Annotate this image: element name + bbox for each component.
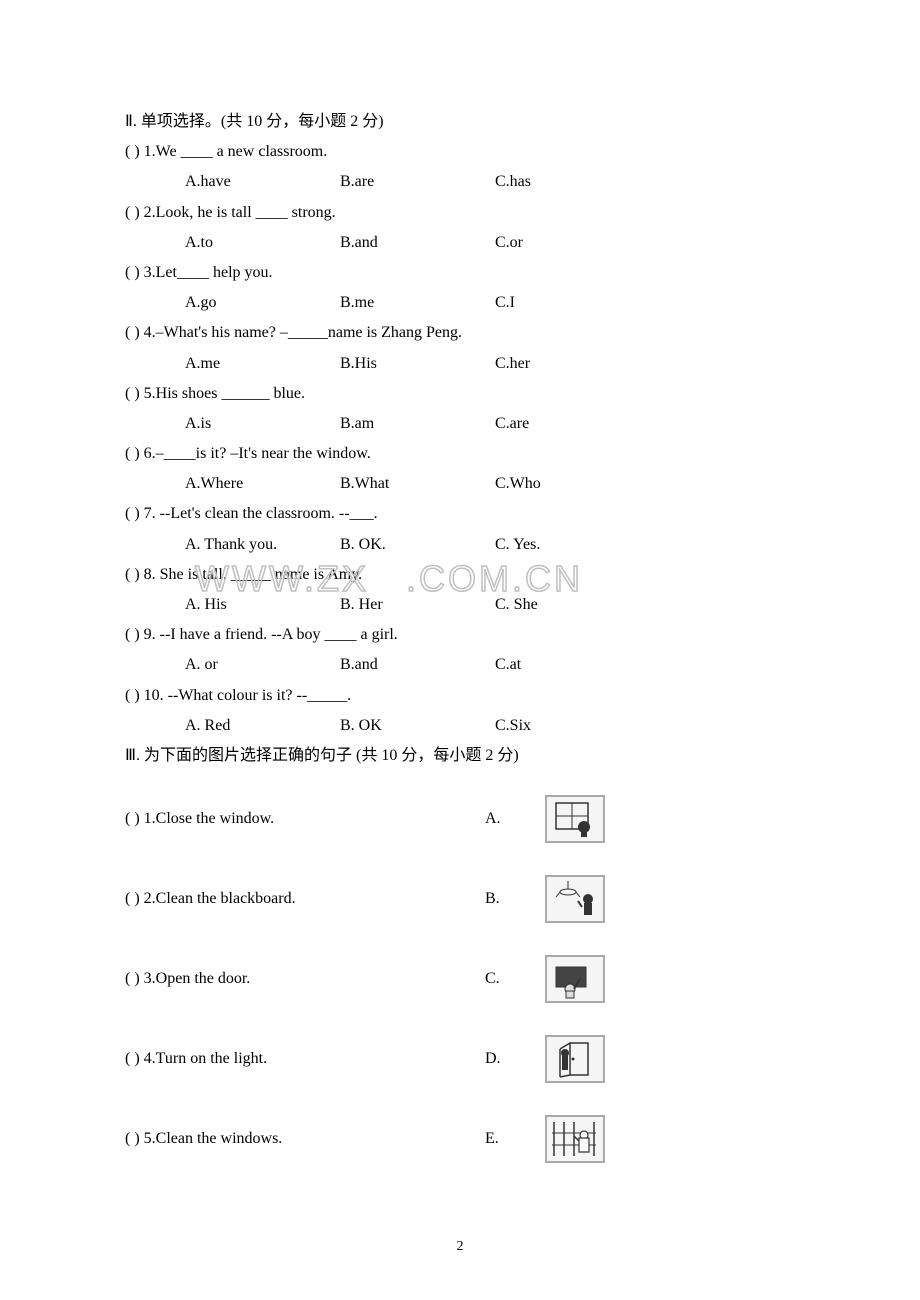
q1-options: A.have B.are C.has	[185, 170, 800, 193]
s3-row-5: ( ) 5.Clean the windows. E.	[125, 1115, 800, 1163]
q1-stem: ( ) 1.We ____ a new classroom.	[125, 140, 800, 163]
s3-item5-letter: E.	[485, 1130, 545, 1148]
q2-a: A.to	[185, 231, 340, 254]
q6-options: A.Where B.What C.Who	[185, 472, 800, 495]
q6-stem: ( ) 6.–____is it? –It's near the window.	[125, 442, 800, 465]
s3-item2-text: ( ) 2.Clean the blackboard.	[125, 890, 485, 908]
q10-options: A. Red B. OK C.Six	[185, 714, 800, 737]
q2-stem: ( ) 2.Look, he is tall ____ strong.	[125, 201, 800, 224]
q5-b: B.am	[340, 412, 495, 435]
q7-b: B. OK.	[340, 533, 495, 556]
image-e	[545, 1115, 605, 1163]
q5-stem: ( ) 5.His shoes ______ blue.	[125, 382, 800, 405]
q5-a: A.is	[185, 412, 340, 435]
q1-c: C.has	[495, 170, 531, 193]
s3-item1-text: ( ) 1.Close the window.	[125, 810, 485, 828]
s3-row-4: ( ) 4.Turn on the light. D.	[125, 1035, 800, 1083]
image-b	[545, 875, 605, 923]
q10-a: A. Red	[185, 714, 340, 737]
q9-stem: ( ) 9. --I have a friend. --A boy ____ a…	[125, 623, 800, 646]
q8-c: C. She	[495, 593, 538, 616]
image-c	[545, 955, 605, 1003]
q5-options: A.is B.am C.are	[185, 412, 800, 435]
q3-b: B.me	[340, 291, 495, 314]
q9-a: A. or	[185, 653, 340, 676]
q8-a: A. His	[185, 593, 340, 616]
q4-c: C.her	[495, 352, 530, 375]
q6-c: C.Who	[495, 472, 541, 495]
q2-options: A.to B.and C.or	[185, 231, 800, 254]
q4-options: A.me B.His C.her	[185, 352, 800, 375]
s3-item4-letter: D.	[485, 1050, 545, 1068]
q10-stem: ( ) 10. --What colour is it? --_____.	[125, 684, 800, 707]
q7-a: A. Thank you.	[185, 533, 340, 556]
s3-row-3: ( ) 3.Open the door. C.	[125, 955, 800, 1003]
q1-b: B.are	[340, 170, 495, 193]
s3-item3-letter: C.	[485, 970, 545, 988]
q1-a: A.have	[185, 170, 340, 193]
section2-header: Ⅱ. 单项选择。(共 10 分，每小题 2 分)	[125, 110, 800, 133]
q7-c: C. Yes.	[495, 533, 540, 556]
q4-b: B.His	[340, 352, 495, 375]
q6-b: B.What	[340, 472, 495, 495]
image-d	[545, 1035, 605, 1083]
page-number: 2	[0, 1239, 920, 1255]
q3-a: A.go	[185, 291, 340, 314]
q3-c: C.I	[495, 291, 515, 314]
s3-item2-letter: B.	[485, 890, 545, 908]
s3-item4-text: ( ) 4.Turn on the light.	[125, 1050, 485, 1068]
q9-options: A. or B.and C.at	[185, 653, 800, 676]
q9-c: C.at	[495, 653, 521, 676]
section3-header: Ⅲ. 为下面的图片选择正确的句子 (共 10 分，每小题 2 分)	[125, 744, 800, 767]
q4-a: A.me	[185, 352, 340, 375]
q3-stem: ( ) 3.Let____ help you.	[125, 261, 800, 284]
q8-b: B. Her	[340, 593, 495, 616]
q10-c: C.Six	[495, 714, 531, 737]
s3-item3-text: ( ) 3.Open the door.	[125, 970, 485, 988]
q7-stem: ( ) 7. --Let's clean the classroom. --__…	[125, 502, 800, 525]
q4-stem: ( ) 4.–What's his name? –_____name is Zh…	[125, 321, 800, 344]
q8-options: A. His B. Her C. She	[185, 593, 800, 616]
q2-b: B.and	[340, 231, 495, 254]
q6-a: A.Where	[185, 472, 340, 495]
s3-item1-letter: A.	[485, 810, 545, 828]
q9-b: B.and	[340, 653, 495, 676]
s3-row-1: ( ) 1.Close the window. A.	[125, 795, 800, 843]
q10-b: B. OK	[340, 714, 495, 737]
q3-options: A.go B.me C.I	[185, 291, 800, 314]
s3-row-2: ( ) 2.Clean the blackboard. B.	[125, 875, 800, 923]
q7-options: A. Thank you. B. OK. C. Yes.	[185, 533, 800, 556]
q5-c: C.are	[495, 412, 529, 435]
s3-item5-text: ( ) 5.Clean the windows.	[125, 1130, 485, 1148]
q8-stem: ( ) 8. She is tall. _____ name is Amy.	[125, 563, 800, 586]
image-a	[545, 795, 605, 843]
q2-c: C.or	[495, 231, 523, 254]
